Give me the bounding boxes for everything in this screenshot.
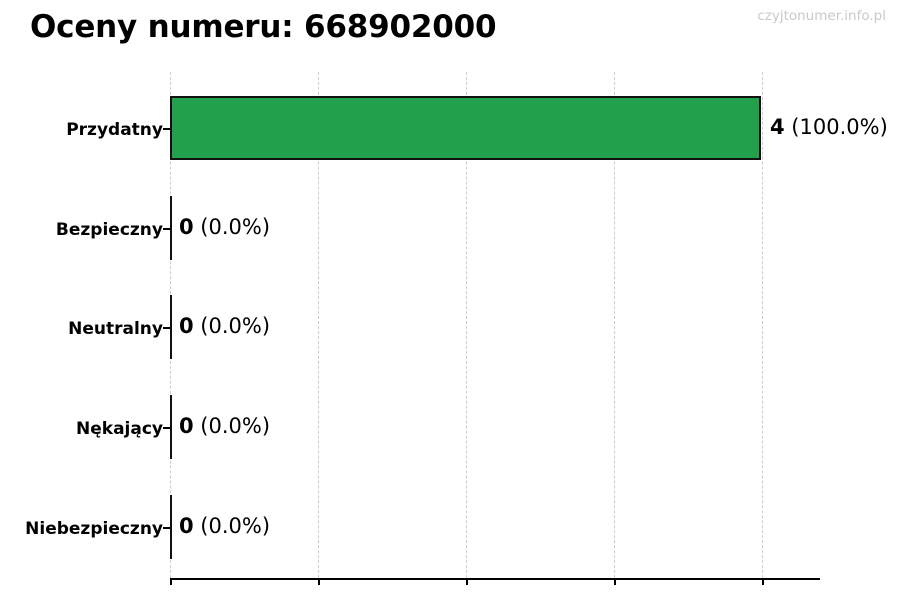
x-axis-tick-3 (614, 578, 616, 585)
bar-row[interactable]: Bezpieczny 0 (0.0%) (0, 178, 900, 278)
bar-value-label-przydatny: 4 (100.0%) (770, 115, 888, 139)
gridline-x-4 (762, 72, 763, 578)
watermark-label: czyjtonumer.info.pl (757, 8, 886, 24)
bar-value-percent: (100.0%) (784, 115, 888, 139)
y-axis-tick-0 (163, 128, 170, 130)
y-axis-label-nękający: Nękający (76, 419, 163, 439)
x-axis-tick-2 (466, 578, 468, 585)
bar-value-count: 0 (179, 215, 194, 239)
y-axis-tick-1 (163, 228, 170, 230)
gridline-x-1 (318, 72, 319, 578)
bar-value-label-nękający: 0 (0.0%) (179, 414, 270, 438)
y-axis-tick-4 (163, 527, 170, 529)
x-axis-line (170, 578, 820, 580)
bar-row[interactable]: Neutralny 0 (0.0%) (0, 277, 900, 377)
gridline-x-3 (614, 72, 615, 578)
bar-value-label-niebezpieczny: 0 (0.0%) (179, 514, 270, 538)
bar-row[interactable]: Niebezpieczny 0 (0.0%) (0, 477, 900, 577)
bar-value-count: 0 (179, 514, 194, 538)
x-axis-tick-0 (170, 578, 172, 585)
bar-nękający[interactable] (170, 395, 172, 459)
y-axis-tick-3 (163, 427, 170, 429)
bar-value-percent: (0.0%) (193, 215, 271, 239)
bar-value-percent: (0.0%) (193, 514, 271, 538)
bar-value-count: 0 (179, 414, 194, 438)
bar-przydatny[interactable] (170, 96, 761, 160)
page-title: Oceny numeru: 668902000 (30, 9, 497, 45)
bar-value-label-bezpieczny: 0 (0.0%) (179, 215, 270, 239)
x-axis-tick-1 (318, 578, 320, 585)
bar-niebezpieczny[interactable] (170, 495, 172, 559)
gridline-x-2 (466, 72, 467, 578)
bar-value-count: 4 (770, 115, 785, 139)
bar-bezpieczny[interactable] (170, 196, 172, 260)
bar-row[interactable]: Nękający 0 (0.0%) (0, 377, 900, 477)
bar-value-percent: (0.0%) (193, 314, 271, 338)
y-axis-tick-2 (163, 327, 170, 329)
bar-value-count: 0 (179, 314, 194, 338)
x-axis-tick-4 (762, 578, 764, 585)
y-axis-label-bezpieczny: Bezpieczny (55, 220, 163, 240)
y-axis-label-przydatny: Przydatny (66, 120, 163, 140)
bar-row[interactable]: Przydatny 4 (100.0%) (0, 78, 900, 178)
bar-value-percent: (0.0%) (193, 414, 271, 438)
y-axis-label-neutralny: Neutralny (68, 319, 163, 339)
bar-value-label-neutralny: 0 (0.0%) (179, 314, 270, 338)
y-axis-label-niebezpieczny: Niebezpieczny (25, 519, 163, 539)
bar-neutralny[interactable] (170, 295, 172, 359)
